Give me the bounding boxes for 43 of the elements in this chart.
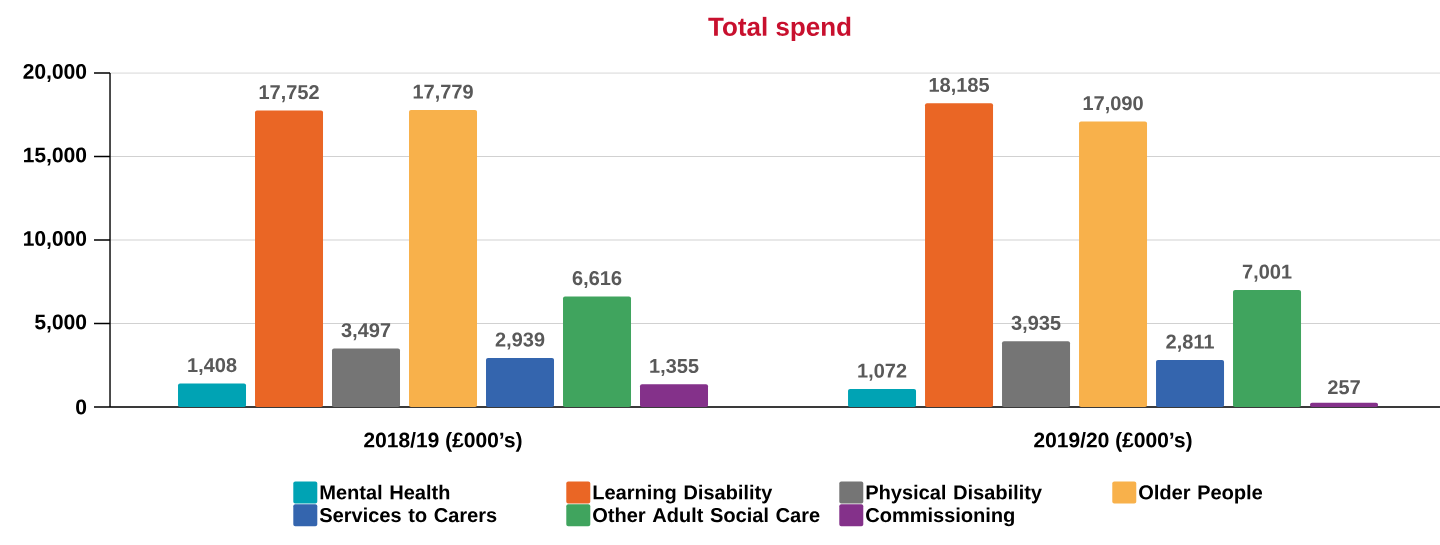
bar (925, 103, 994, 407)
legend-label: Commissioning (866, 507, 1014, 527)
data-label: 6,616 (572, 271, 622, 289)
data-label: 2,939 (495, 332, 545, 350)
data-label: 17,752 (259, 85, 319, 103)
legend-label: Physical Disability (866, 484, 1042, 504)
bar (1233, 290, 1302, 407)
y-tick-label: 0 (76, 399, 87, 415)
bar (1156, 360, 1225, 407)
bar (848, 389, 917, 407)
data-label: 257 (1328, 380, 1360, 395)
data-label: 3,935 (1011, 315, 1061, 333)
legend-label: Older People (1139, 484, 1263, 504)
bar (1079, 121, 1148, 407)
bar (563, 296, 632, 407)
data-label: 1,072 (858, 363, 907, 381)
legend-label: Other Adult Social Care (593, 507, 820, 523)
x-tick-label: 2018/19 (£000’s) (364, 432, 522, 452)
bar (1310, 402, 1379, 407)
bar (486, 357, 555, 407)
y-tick-label: 20,000 (23, 64, 87, 82)
data-label: 17,779 (413, 84, 473, 102)
bar (1002, 341, 1071, 407)
data-label: 3,497 (341, 323, 391, 341)
bar (178, 383, 247, 407)
legend-label: Learning Disability (593, 484, 773, 504)
data-label: 1,355 (650, 358, 699, 376)
data-label: 18,185 (929, 77, 990, 95)
data-label: 7,001 (1242, 264, 1292, 282)
y-tick-label: 5,000 (35, 314, 87, 333)
legend-label: Services to Carers (319, 507, 497, 523)
x-tick-label: 2019/20 (£000’s) (1034, 432, 1192, 452)
bar (255, 110, 324, 407)
data-label: 2,811 (1166, 334, 1214, 352)
data-label: 1,408 (188, 358, 237, 376)
legend-label: Mental Health (320, 484, 450, 500)
bar (640, 384, 709, 407)
chart-title: Total spend (708, 16, 851, 42)
data-label: 17,090 (1083, 96, 1143, 114)
bar (332, 348, 401, 407)
bar (409, 110, 478, 407)
y-tick-label: 10,000 (24, 231, 87, 249)
y-tick-label: 15,000 (24, 147, 87, 166)
